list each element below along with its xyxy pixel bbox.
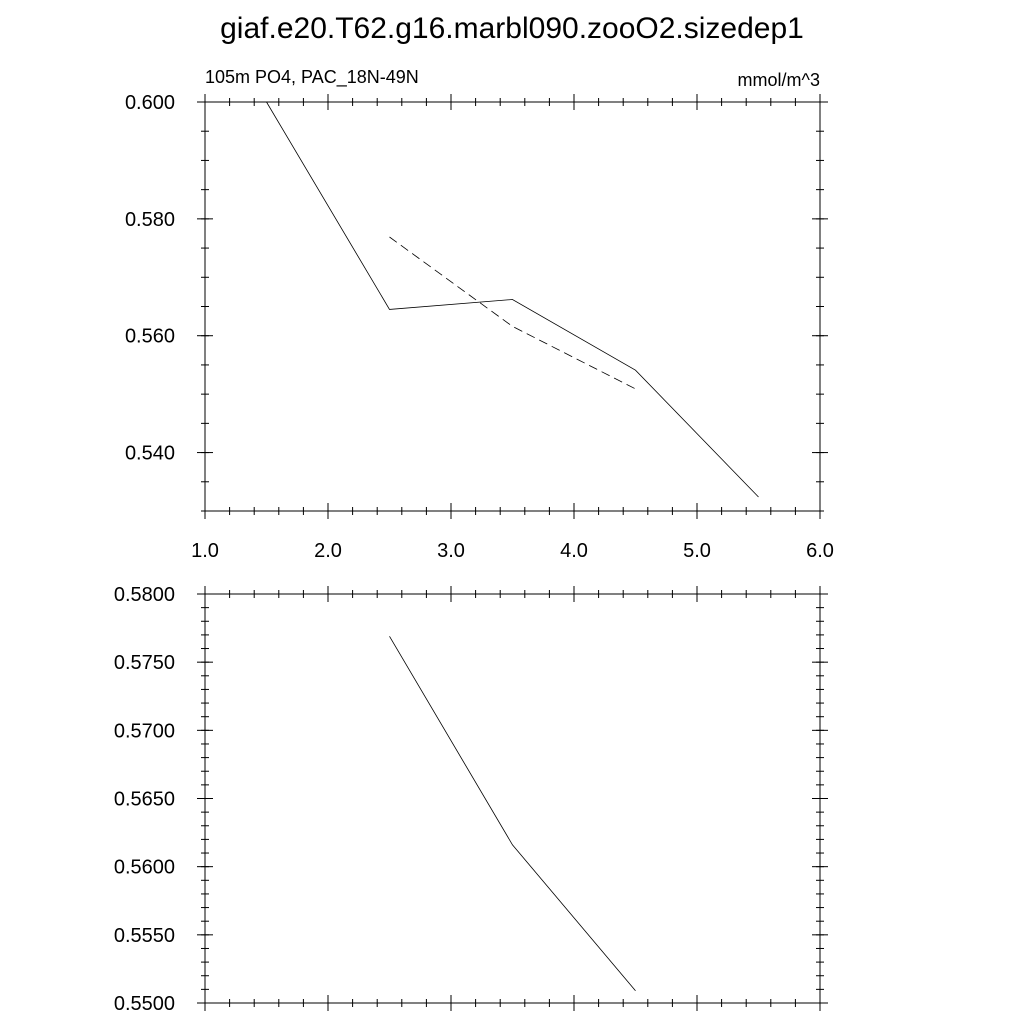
- x-tick-label: 6.0: [806, 540, 834, 562]
- figure-title: giaf.e20.T62.g16.marbl090.zooO2.sizedep1: [220, 12, 804, 45]
- lower-panel-y-tick-labels: 0.5500 0.5550 0.5600 0.5650 0.5700 0.5750 0.58…: [114, 584, 175, 1015]
- x-tick-label: 2.0: [314, 540, 342, 562]
- upper-panel-series: [266, 101, 759, 498]
- upper-panel-major-ticks: [197, 94, 828, 519]
- y-tick-label: 0.5700: [114, 720, 175, 742]
- solid-series-line: [266, 101, 759, 498]
- x-tick-label: 4.0: [560, 540, 588, 562]
- y-tick-label: 0.5500: [114, 993, 175, 1015]
- y-tick-label: 0.5800: [114, 584, 175, 606]
- upper-line-panel: 105m PO4, PAC_18N-49N mmol/m^3 0.540 0.56…: [125, 67, 834, 562]
- lower-panel-frame: [204, 593, 821, 1004]
- upper-panel-units-label: mmol/m^3: [738, 70, 820, 90]
- lower-line-panel: 0.5500 0.5550 0.5600 0.5650 0.5700 0.5750 0.58…: [114, 584, 828, 1015]
- y-tick-label: 0.5550: [114, 925, 175, 947]
- y-tick-label: 0.5650: [114, 789, 175, 811]
- lower-panel-minor-ticks: [201, 590, 824, 1007]
- y-tick-label: 0.600: [125, 92, 175, 114]
- x-tick-label: 1.0: [191, 540, 219, 562]
- lower-panel-series: [389, 636, 636, 991]
- x-tick-label: 5.0: [683, 540, 711, 562]
- lower-panel-major-ticks: [197, 586, 828, 1011]
- y-tick-label: 0.540: [125, 443, 175, 465]
- solid-series-line: [389, 636, 636, 991]
- upper-panel-y-tick-labels: 0.540 0.560 0.580 0.600: [125, 92, 175, 465]
- upper-panel-frame: [204, 101, 821, 512]
- y-tick-label: 0.580: [125, 209, 175, 231]
- y-tick-label: 0.5600: [114, 857, 175, 879]
- upper-panel-x-tick-labels: 1.0 2.0 3.0 4.0 5.0 6.0: [191, 540, 834, 562]
- upper-panel-minor-ticks: [201, 98, 824, 515]
- upper-panel-left-label: 105m PO4, PAC_18N-49N: [205, 67, 419, 88]
- x-tick-label: 3.0: [437, 540, 465, 562]
- y-tick-label: 0.5750: [114, 652, 175, 674]
- dashed-series-line: [389, 236, 636, 390]
- y-tick-label: 0.560: [125, 326, 175, 348]
